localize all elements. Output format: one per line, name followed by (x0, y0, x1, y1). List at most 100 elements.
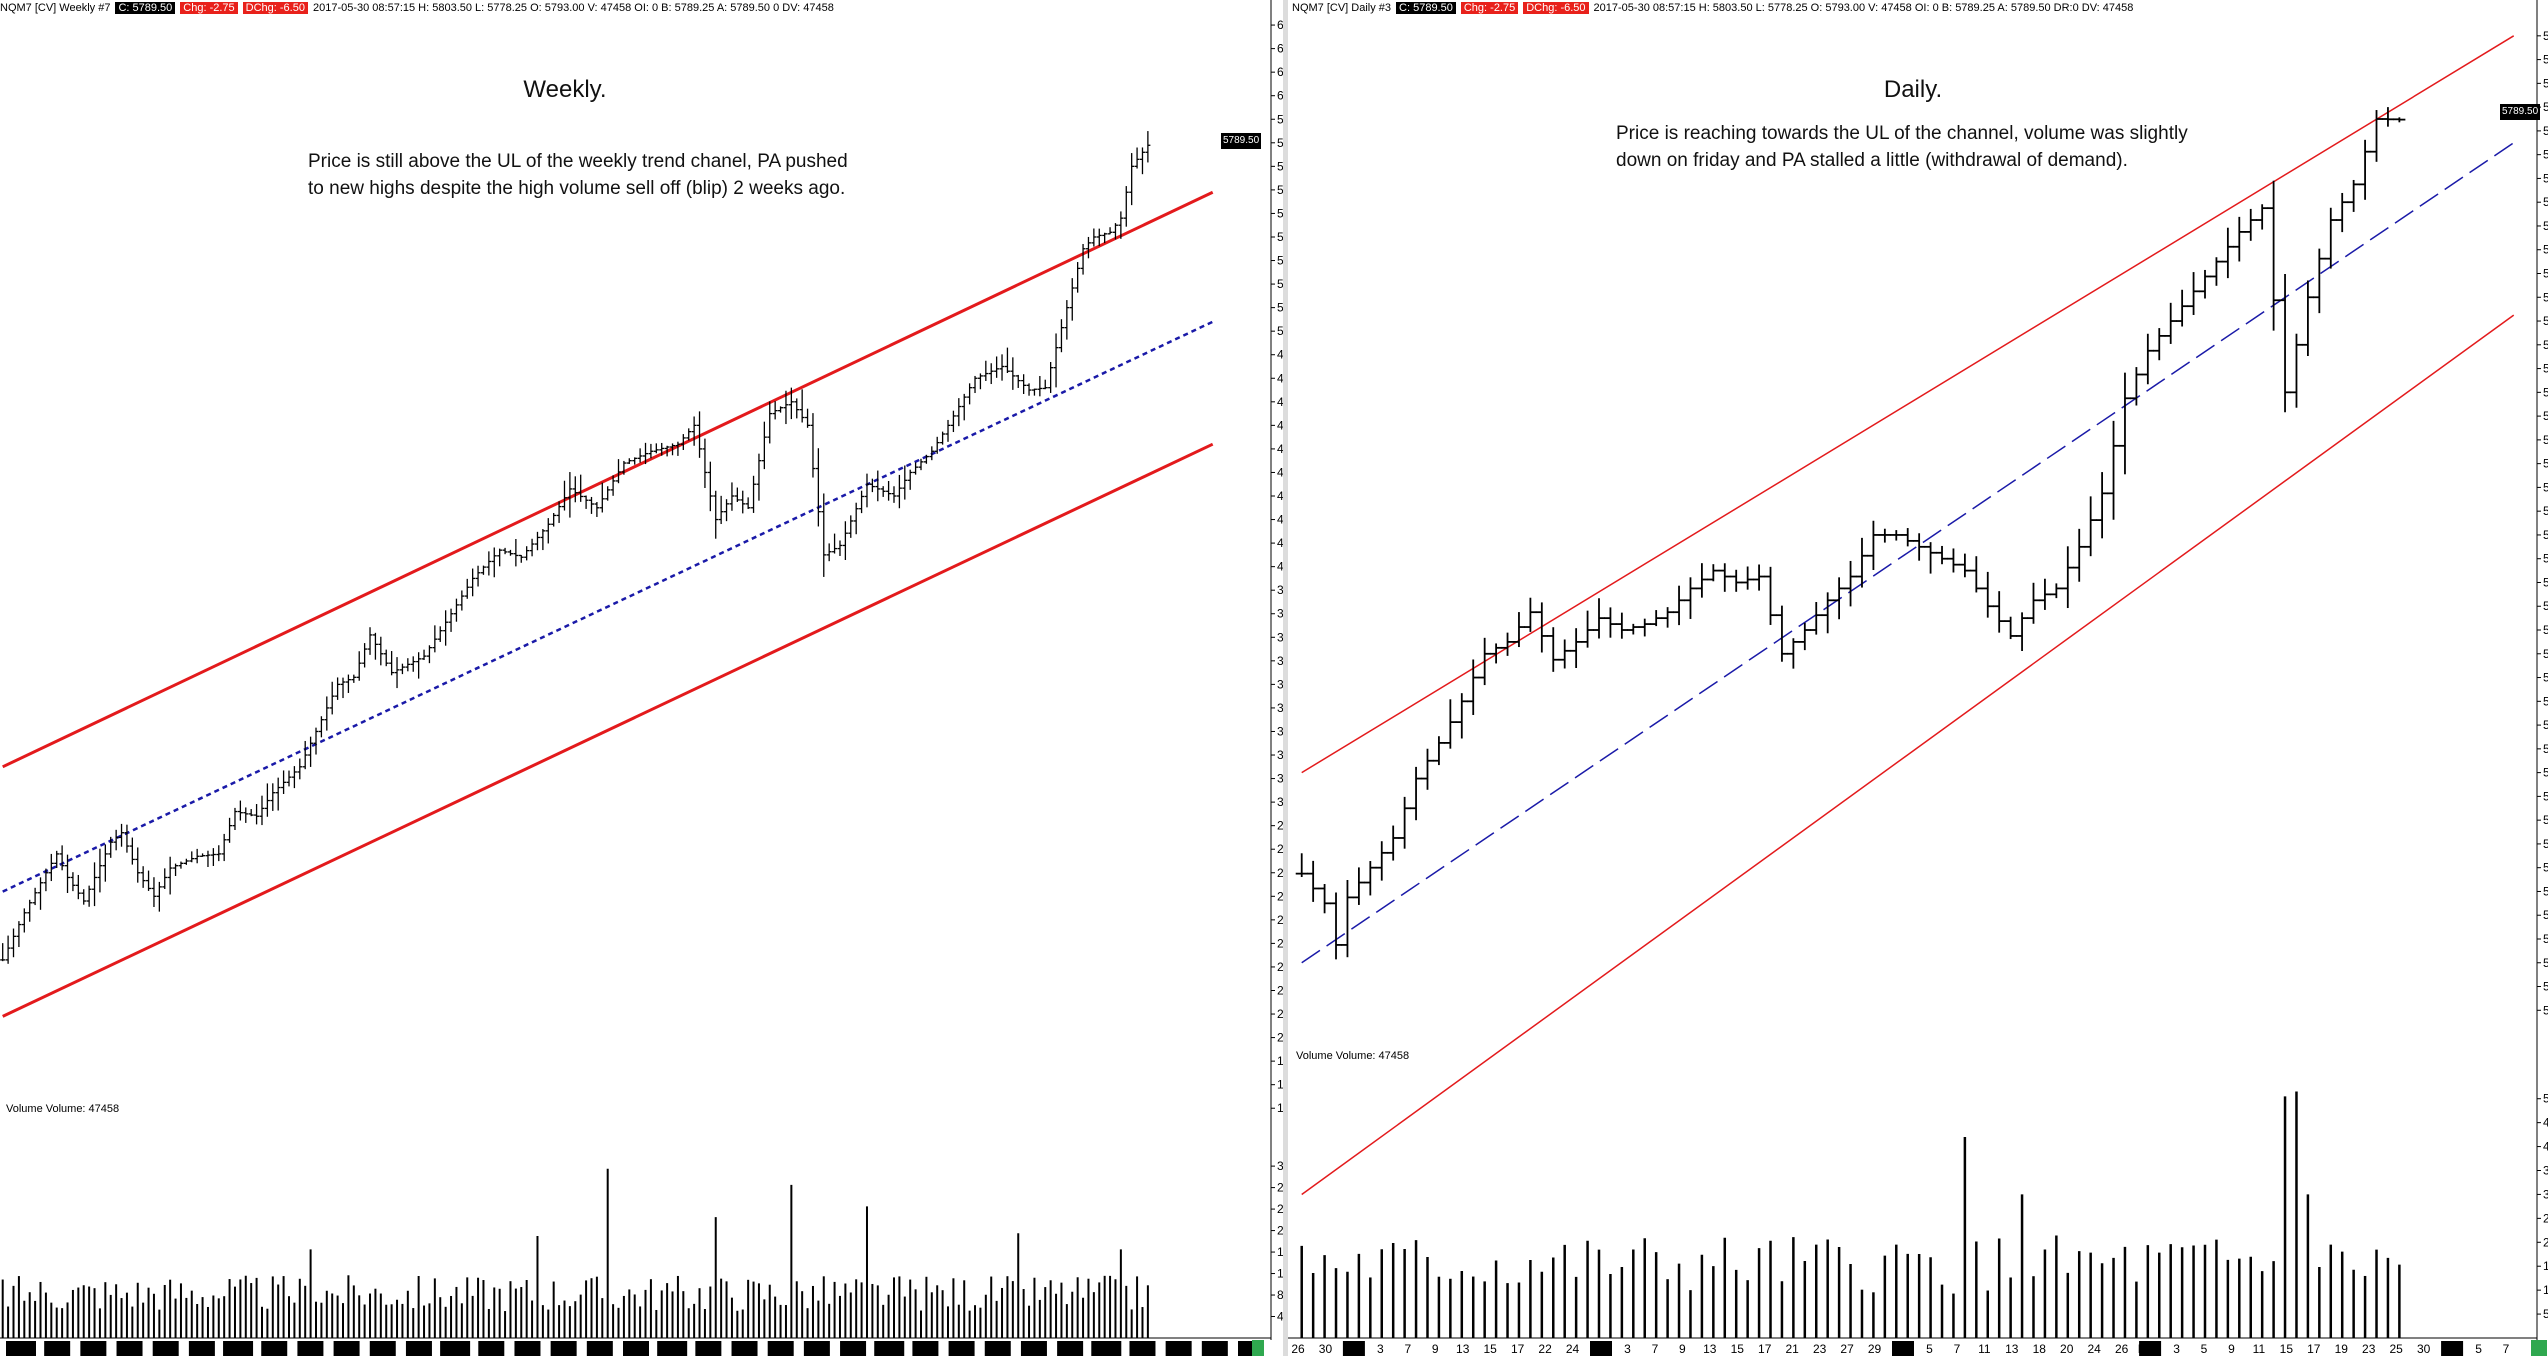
weekly-price-bar (837, 540, 843, 556)
weekly-date-label: Nov (407, 1342, 428, 1356)
weekly-header-info: 2017-05-30 08:57:15 H: 5803.50 L: 5778.2… (312, 2, 834, 14)
daily-price-bar (1330, 892, 1343, 960)
weekly-price-bar (470, 568, 476, 597)
daily-date-label-bg (1892, 1341, 1914, 1356)
daily-last-price-badge: 5789.50 (2500, 104, 2541, 120)
weekly-price-bar (756, 453, 762, 501)
weekly-price-bar (1010, 357, 1016, 390)
daily-price-bar (1524, 597, 1537, 632)
weekly-price-tick-label: 5900.00 (1277, 112, 1283, 126)
daily-volume-tick-label: 500000 (2543, 1092, 2548, 1106)
panel-divider[interactable] (1283, 0, 1288, 1356)
daily-price-bar (1444, 699, 1457, 749)
weekly-price-bar (200, 853, 206, 857)
daily-date-label: 30 (1319, 1342, 1333, 1356)
weekly-price-bar (664, 445, 670, 457)
weekly-price-bar (891, 486, 897, 503)
daily-price-tick-label: 5620.00 (2543, 314, 2548, 328)
weekly-price-bar (502, 547, 508, 555)
weekly-date-label-bg (1201, 1341, 1228, 1356)
daily-date-label: 5 (2475, 1342, 2482, 1356)
weekly-date-label-bg (223, 1341, 254, 1356)
weekly-price-bar (772, 401, 778, 420)
daily-date-label: 29 (1868, 1342, 1882, 1356)
weekly-price-bar (588, 496, 594, 514)
weekly-date-label-bg (1165, 1341, 1192, 1356)
weekly-date-label: Jul (338, 1342, 353, 1356)
weekly-date-label: May (298, 1342, 321, 1356)
weekly-chart-svg: 1700.00 1800.00 1900.00 2000.00 2100.00 2200.… (0, 0, 1283, 1356)
weekly-price-bar (113, 829, 119, 851)
weekly-price-tick-label: 6200.00 (1277, 42, 1283, 56)
daily-price-bar (1958, 553, 1971, 578)
weekly-price-bar (0, 943, 6, 962)
weekly-price-bar (259, 795, 265, 826)
weekly-price-tick-label: 3200.00 (1277, 748, 1283, 762)
weekly-price-bar (124, 824, 130, 853)
weekly-price-bar (1134, 147, 1140, 169)
daily-price-tick-label: 5040.00 (2543, 1003, 2548, 1017)
weekly-volume-label: Volume Volume: 47458 (6, 1103, 120, 1115)
daily-price-bar (2221, 227, 2234, 279)
weekly-price-bar (1021, 374, 1027, 394)
daily-date-label: Feb (1343, 1342, 1364, 1356)
daily-price-bar (2050, 583, 2063, 599)
weekly-price-bar (237, 800, 243, 821)
weekly-price-bar (1031, 388, 1037, 396)
daily-price-tick-label: 5500.00 (2543, 457, 2548, 471)
weekly-date-label: May (81, 1342, 104, 1356)
daily-volume-tick-label: 150000 (2543, 1259, 2548, 1273)
weekly-price-bar (788, 387, 794, 420)
daily-scroll-badge[interactable] (2531, 1340, 2547, 1356)
weekly-price-tick-label: 3100.00 (1277, 772, 1283, 786)
weekly-volume-tick-label: 400000 (1277, 1310, 1283, 1324)
weekly-dchange: DChg: -6.50 (242, 2, 308, 14)
daily-price-tick-label: 5240.00 (2543, 766, 2548, 780)
daily-volume-tick-label: 350000 (2543, 1164, 2548, 1178)
daily-price-bar (1593, 598, 1605, 639)
weekly-price-bar (1107, 227, 1113, 235)
weekly-price-bar (578, 474, 584, 502)
weekly-date-label: Sep (805, 1342, 827, 1356)
weekly-price-bar (691, 416, 697, 446)
daily-price-bar (1650, 610, 1663, 627)
daily-price-tick-label: 5120.00 (2543, 908, 2548, 922)
weekly-price-bar (108, 836, 114, 858)
daily-price-bar (1913, 533, 1926, 561)
weekly-price-bar (16, 921, 22, 948)
daily-price-bar (2130, 367, 2143, 406)
weekly-price-bar (740, 490, 746, 514)
daily-date-label: 15 (1731, 1342, 1745, 1356)
weekly-price-bar (902, 465, 908, 500)
daily-price-bar (1398, 796, 1411, 849)
daily-price-bar (1295, 853, 1308, 878)
daily-price-tick-label: 5100.00 (2543, 932, 2548, 946)
daily-price-tick-label: 5280.00 (2543, 718, 2548, 732)
weekly-price-bar (594, 502, 600, 517)
weekly-price-bar (286, 770, 292, 787)
daily-price-tick-label: 5420.00 (2543, 552, 2548, 566)
daily-date-label: 23 (2362, 1342, 2376, 1356)
weekly-price-bar (853, 502, 859, 535)
weekly-price-bar (480, 565, 486, 575)
weekly-price-bar (156, 881, 162, 912)
daily-price-bar (2004, 616, 2017, 640)
weekly-scroll-badge[interactable] (1252, 1340, 1264, 1356)
daily-price-bar (1695, 563, 1708, 598)
daily-price-tick-label: 5660.00 (2543, 267, 2548, 281)
weekly-price-bar (680, 434, 686, 450)
daily-dchange: DChg: -6.50 (1523, 2, 1589, 14)
daily-price-tick-label: 5200.00 (2543, 813, 2548, 827)
weekly-price-bar (162, 868, 168, 890)
weekly-price-bar (43, 868, 49, 892)
weekly-price-bar (1015, 374, 1021, 388)
daily-date-label: 17 (1511, 1342, 1525, 1356)
weekly-price-bar (146, 870, 152, 891)
weekly-last-price-badge: 5789.50 (1221, 133, 1262, 149)
daily-price-bar (1821, 592, 1834, 634)
daily-volume-tick-label: 50000 (2543, 1307, 2548, 1321)
weekly-price-bar (216, 845, 222, 862)
weekly-date-label-bg (1129, 1341, 1156, 1356)
weekly-price-tick-label: 2700.00 (1277, 866, 1283, 880)
daily-date-label: Jun (2441, 1342, 2460, 1356)
